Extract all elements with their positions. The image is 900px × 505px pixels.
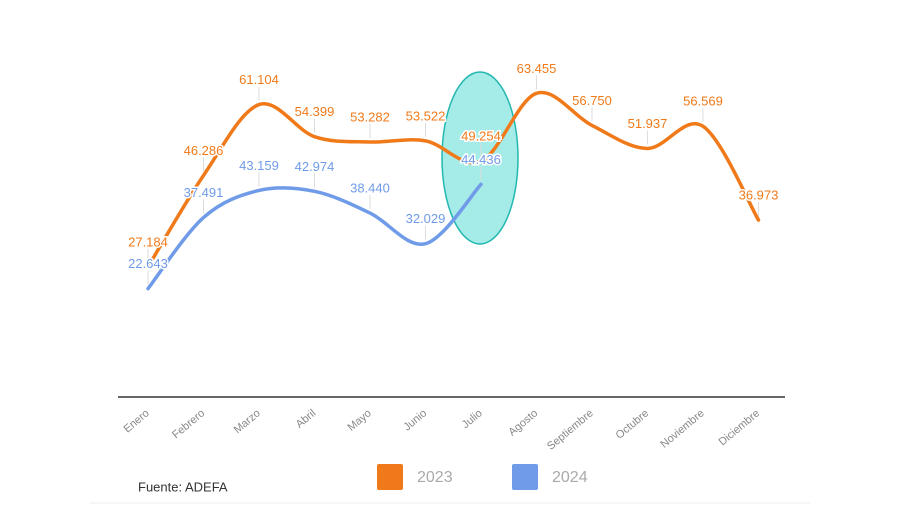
data-label: 54.399 xyxy=(295,104,335,119)
legend-label: 2024 xyxy=(552,469,588,486)
data-label: 22.643 xyxy=(128,256,168,271)
data-label: 38.440 xyxy=(350,180,390,195)
data-label: 53.522 xyxy=(406,108,446,123)
data-label: 46.286 xyxy=(184,143,224,158)
data-label: 61.104 xyxy=(239,72,279,87)
data-label: 42.974 xyxy=(295,159,335,174)
x-tick-label: Marzo xyxy=(232,407,263,436)
data-label: 56.750 xyxy=(572,93,612,108)
series-line xyxy=(146,90,761,269)
series-line xyxy=(146,182,483,291)
x-tick-label: Junio xyxy=(401,407,429,433)
x-tick-label: Abril xyxy=(294,407,319,430)
data-label: 63.455 xyxy=(517,61,557,76)
data-label: 37.491 xyxy=(184,185,224,200)
highlight-ellipse xyxy=(441,71,519,245)
x-tick-label: Noviembre xyxy=(658,407,706,450)
x-tick-label: Febrero xyxy=(170,407,207,441)
data-label: 49.254 xyxy=(461,129,501,144)
data-label: 53.282 xyxy=(350,109,390,124)
data-label: 44.436 xyxy=(461,152,501,167)
data-label: 36.973 xyxy=(739,187,779,202)
source: Fuente: ADEFA xyxy=(138,479,228,494)
legend-swatch xyxy=(377,464,403,490)
x-tick-label: Agosto xyxy=(506,407,540,438)
data-label: 27.184 xyxy=(128,234,168,249)
x-tick-label: Septiembre xyxy=(545,407,596,452)
legend-label: 2023 xyxy=(417,469,453,486)
data-label: 43.159 xyxy=(239,158,279,173)
x-tick-label: Diciembre xyxy=(717,407,763,448)
data-label: 56.569 xyxy=(683,94,723,109)
legend-swatch xyxy=(512,464,538,490)
data-label: 32.029 xyxy=(406,211,446,226)
data-label: 51.937 xyxy=(628,116,668,131)
x-tick-label: Enero xyxy=(122,407,152,435)
x-tick-label: Octubre xyxy=(614,407,652,441)
x-tick-label: Mayo xyxy=(345,407,373,433)
x-tick-label: Julio xyxy=(460,407,485,431)
